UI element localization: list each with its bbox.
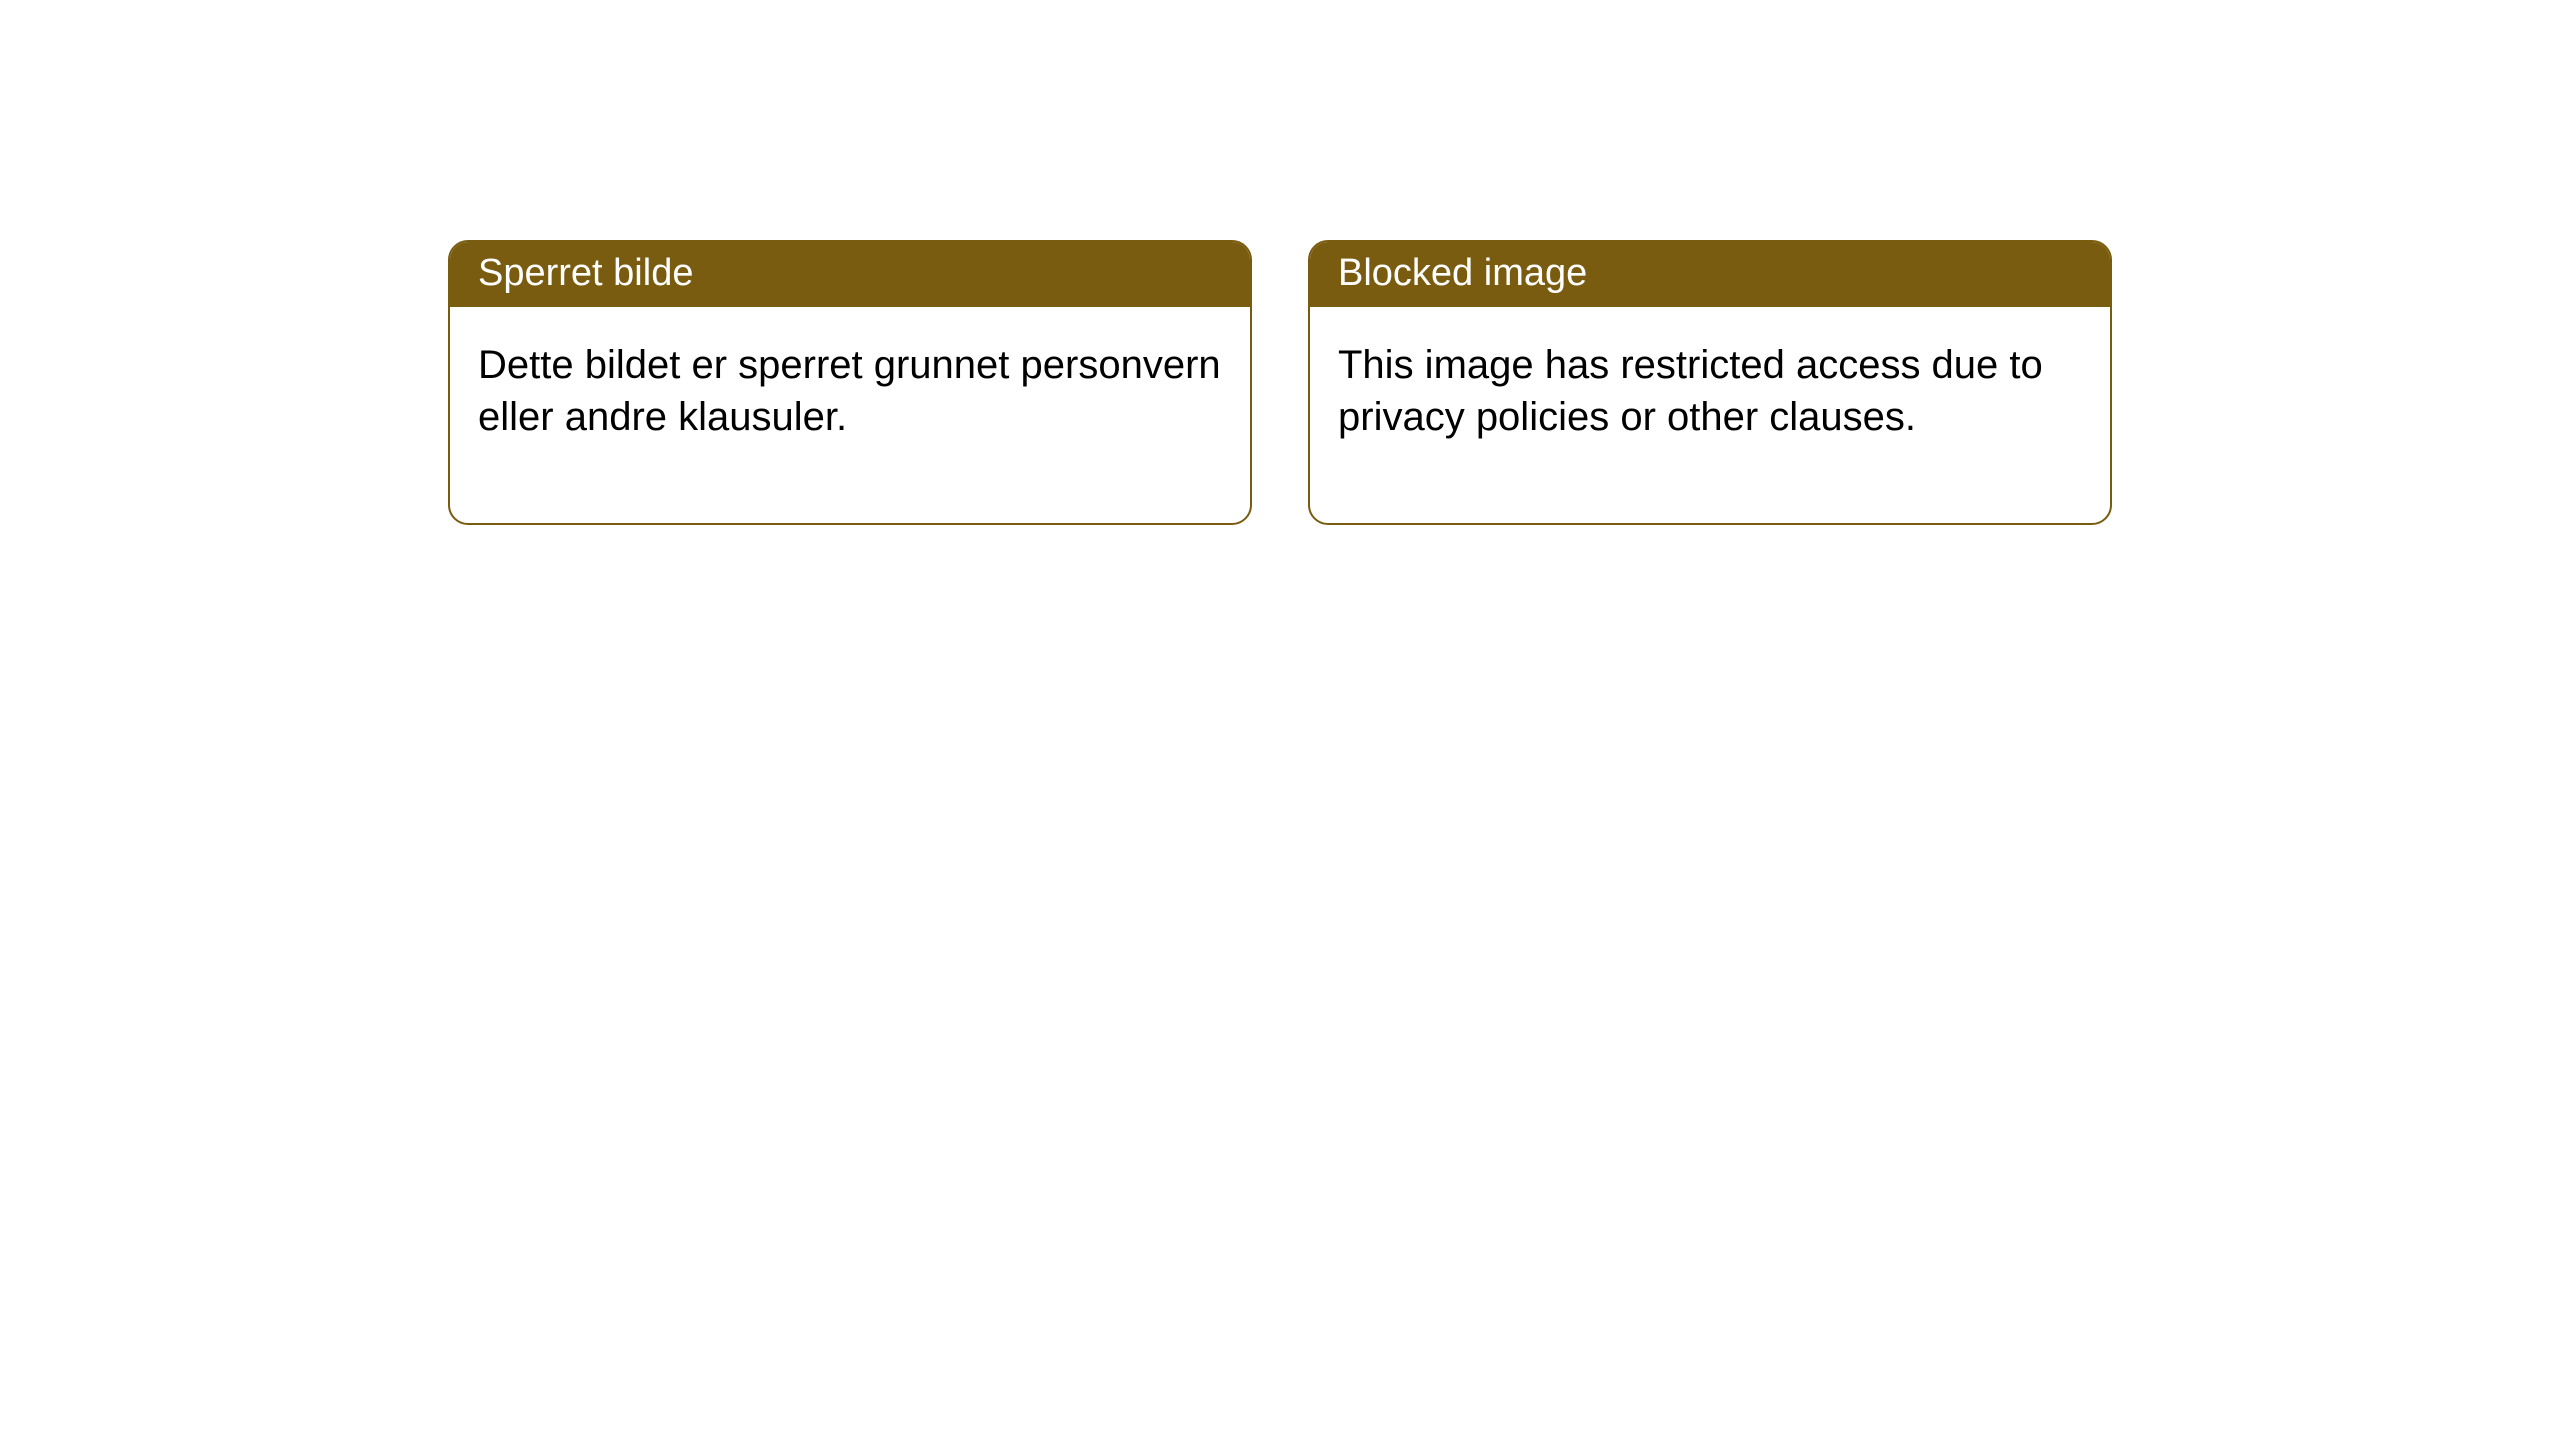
- notice-header: Sperret bilde: [450, 242, 1250, 307]
- notice-header: Blocked image: [1310, 242, 2110, 307]
- notice-card-norwegian: Sperret bilde Dette bildet er sperret gr…: [448, 240, 1252, 525]
- notice-body: Dette bildet er sperret grunnet personve…: [450, 307, 1250, 523]
- notice-card-english: Blocked image This image has restricted …: [1308, 240, 2112, 525]
- notice-body: This image has restricted access due to …: [1310, 307, 2110, 523]
- notice-container: Sperret bilde Dette bildet er sperret gr…: [448, 240, 2112, 525]
